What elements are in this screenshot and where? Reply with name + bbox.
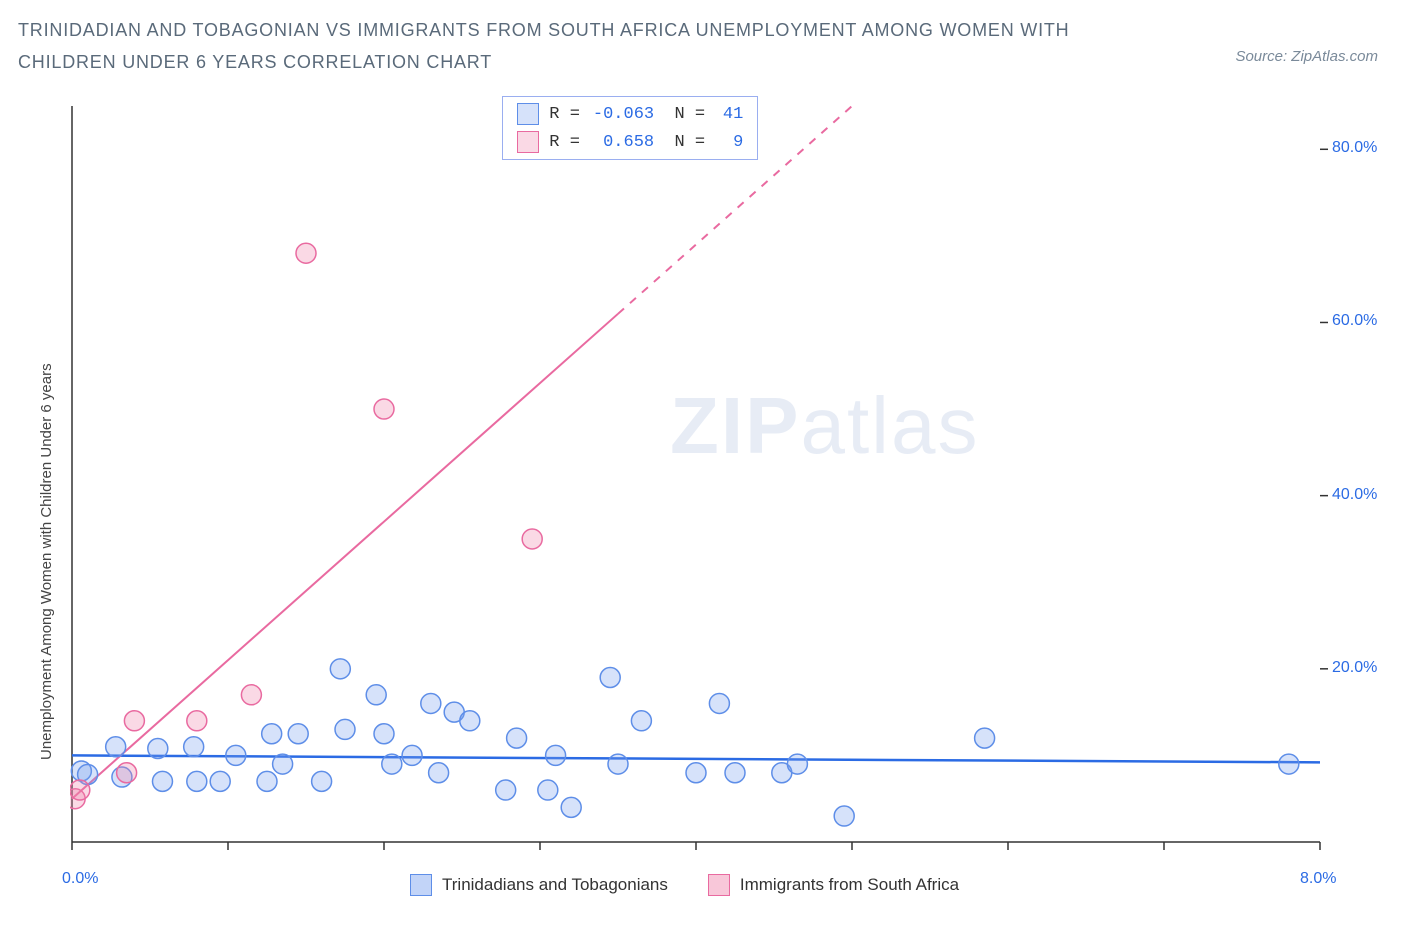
series-legend-item: Trinidadians and Tobagonians (410, 874, 668, 896)
scatter-plot (70, 96, 1380, 856)
y-tick-label: 40.0% (1332, 486, 1377, 504)
stats-legend: R = -0.063 N = 41 R = 0.658 N = 9 (502, 96, 758, 160)
chart-container: TRINIDADIAN AND TOBAGONIAN VS IMMIGRANTS… (0, 0, 1406, 930)
series-legend-label: Immigrants from South Africa (740, 875, 959, 895)
stats-legend-text: R = -0.063 N = 41 (549, 105, 743, 124)
series-legend-item: Immigrants from South Africa (708, 874, 959, 896)
stats-legend-text: R = 0.658 N = 9 (549, 133, 743, 152)
y-tick-label: 80.0% (1332, 139, 1377, 157)
source-attribution: Source: ZipAtlas.com (1235, 48, 1378, 65)
stats-legend-row: R = 0.658 N = 9 (517, 131, 743, 153)
legend-swatch (517, 103, 539, 125)
y-tick-label: 60.0% (1332, 312, 1377, 330)
y-axis-label: Unemployment Among Women with Children U… (38, 363, 55, 760)
series-legend: Trinidadians and Tobagonians Immigrants f… (410, 874, 959, 896)
legend-swatch (708, 874, 730, 896)
chart-title: TRINIDADIAN AND TOBAGONIAN VS IMMIGRANTS… (18, 14, 1098, 79)
stats-legend-row: R = -0.063 N = 41 (517, 103, 743, 125)
legend-swatch (410, 874, 432, 896)
series-legend-label: Trinidadians and Tobagonians (442, 875, 668, 895)
legend-swatch (517, 131, 539, 153)
x-tick-label: 0.0% (62, 870, 98, 888)
x-tick-label: 8.0% (1300, 870, 1336, 888)
y-tick-label: 20.0% (1332, 659, 1377, 677)
